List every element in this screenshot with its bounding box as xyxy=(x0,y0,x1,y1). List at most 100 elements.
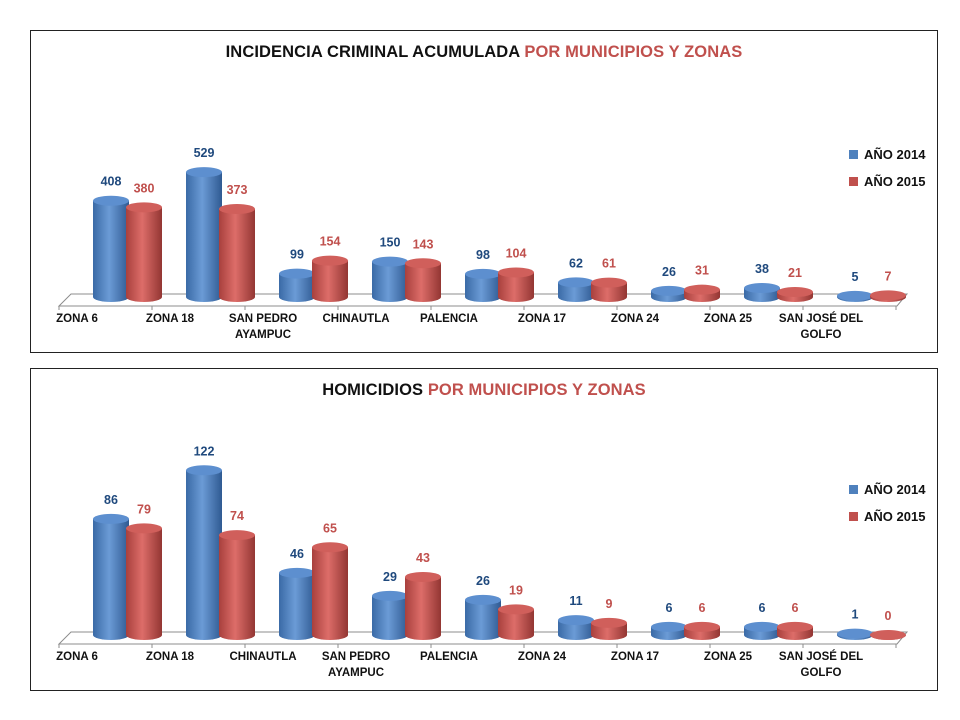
x-tick-label: PALENCIA xyxy=(420,651,478,663)
legend-swatch-2014 xyxy=(849,485,858,494)
x-tick-label: SAN JOSÉ DEL GOLFO xyxy=(778,651,864,679)
data-label-2015-3: 143 xyxy=(413,237,434,251)
x-tick-label: ZONA 17 xyxy=(517,313,567,325)
x-tick-label: ZONA 18 xyxy=(145,313,195,325)
x-tick-label: PALENCIA xyxy=(420,313,478,325)
bar-2015-2 xyxy=(312,255,348,302)
data-label-2014-5: 11 xyxy=(569,594,582,608)
x-tick-label: ZONA 24 xyxy=(517,651,567,663)
bar-2014-7 xyxy=(744,621,780,640)
bar-2014-7 xyxy=(744,283,780,302)
x-tick-label: ZONA 17 xyxy=(610,651,660,663)
x-tick-label: ZONA 25 xyxy=(703,313,753,325)
legend: AÑO 2014 AÑO 2015 xyxy=(849,141,925,195)
chart-panel-homicidios: HOMICIDIOS POR MUNICIPIOS Y ZONAS 86 79 12… xyxy=(30,368,938,691)
data-label-2014-4: 98 xyxy=(476,248,490,262)
data-label-2014-2: 46 xyxy=(290,547,304,561)
legend-label-2015: AÑO 2015 xyxy=(864,174,926,189)
chart-panel-incidencia: INCIDENCIA CRIMINAL ACUMULADA POR MUNICI… xyxy=(30,30,938,353)
data-label-2015-2: 65 xyxy=(323,521,337,535)
bar-2014-1 xyxy=(186,167,222,302)
x-tick-label: SAN PEDRO AYAMPUC xyxy=(228,313,298,341)
bar-2015-6 xyxy=(684,284,720,302)
data-label-2015-8: 0 xyxy=(885,609,892,623)
bar-2014-5 xyxy=(558,615,594,640)
data-label-2014-1: 529 xyxy=(194,146,215,160)
legend-label-2015: AÑO 2015 xyxy=(864,509,926,524)
bar-2014-2 xyxy=(279,268,315,302)
bar-2015-0 xyxy=(126,202,162,302)
data-label-2015-7: 21 xyxy=(788,266,802,280)
legend-swatch-2014 xyxy=(849,150,858,159)
bar-2014-6 xyxy=(651,621,687,640)
bar-2015-7 xyxy=(777,287,813,302)
data-label-2014-4: 26 xyxy=(476,574,490,588)
data-label-2015-2: 154 xyxy=(320,235,341,249)
legend-item-2015: AÑO 2015 xyxy=(849,168,925,195)
bar-2015-1 xyxy=(219,203,255,302)
data-label-2014-6: 6 xyxy=(666,601,673,615)
data-label-2015-5: 61 xyxy=(602,257,616,271)
bar-2015-1 xyxy=(219,530,255,640)
data-label-2014-5: 62 xyxy=(569,256,583,270)
x-tick-label: ZONA 18 xyxy=(145,651,195,663)
legend-swatch-2015 xyxy=(849,512,858,521)
bar-2014-8 xyxy=(837,290,873,302)
bar-2015-8 xyxy=(870,290,906,302)
legend-item-2014: AÑO 2014 xyxy=(849,141,925,168)
bar-2015-8 xyxy=(870,630,906,640)
data-label-2015-7: 6 xyxy=(792,601,799,615)
bar-chart-homicidios: 86 79 122 74 46 65 29 43 26 19 11 9 6 6 6 6 1 0 xyxy=(57,444,909,648)
data-label-2014-3: 150 xyxy=(380,236,401,250)
data-label-2014-8: 5 xyxy=(852,270,859,284)
data-label-2015-0: 380 xyxy=(134,181,155,195)
data-label-2014-2: 99 xyxy=(290,248,304,262)
bar-2015-0 xyxy=(126,523,162,640)
x-tick-label: CHINAUTLA xyxy=(322,313,390,325)
bar-2015-4 xyxy=(498,267,534,302)
chart-title-accent: POR MUNICIPIOS Y ZONAS xyxy=(524,43,743,61)
legend-item-2014: AÑO 2014 xyxy=(849,476,925,503)
legend-item-2015: AÑO 2015 xyxy=(849,503,925,530)
data-label-2015-4: 19 xyxy=(509,583,523,597)
data-label-2015-8: 7 xyxy=(885,269,892,283)
data-label-2015-3: 43 xyxy=(416,551,430,565)
x-tick-label: ZONA 6 xyxy=(56,651,98,663)
chart-title: HOMICIDIOS POR MUNICIPIOS Y ZONAS xyxy=(31,381,937,400)
bar-2014-0 xyxy=(93,513,129,640)
data-label-2015-1: 74 xyxy=(230,509,244,523)
bar-2014-6 xyxy=(651,285,687,302)
data-label-2014-7: 38 xyxy=(755,262,769,276)
data-label-2014-7: 6 xyxy=(759,601,766,615)
bar-2014-3 xyxy=(372,256,408,302)
data-label-2014-6: 26 xyxy=(662,265,676,279)
data-label-2014-0: 408 xyxy=(101,175,122,189)
bar-2015-4 xyxy=(498,604,534,640)
bar-2014-8 xyxy=(837,628,873,640)
chart-title-main: INCIDENCIA CRIMINAL ACUMULADA xyxy=(225,43,520,61)
bar-2014-1 xyxy=(186,465,222,640)
data-label-2015-0: 79 xyxy=(137,502,151,516)
bar-2014-5 xyxy=(558,277,594,302)
bar-2014-3 xyxy=(372,590,408,640)
x-tick-label: ZONA 6 xyxy=(56,313,98,325)
data-label-2015-6: 6 xyxy=(699,601,706,615)
data-label-2014-3: 29 xyxy=(383,570,397,584)
x-tick-label: SAN JOSÉ DEL GOLFO xyxy=(778,313,864,341)
data-label-2014-0: 86 xyxy=(104,493,118,507)
data-label-2014-1: 122 xyxy=(194,444,215,458)
bar-2015-3 xyxy=(405,258,441,302)
chart-title: INCIDENCIA CRIMINAL ACUMULADA POR MUNICI… xyxy=(31,43,937,62)
data-label-2014-8: 1 xyxy=(852,608,859,622)
data-label-2015-4: 104 xyxy=(506,246,527,260)
legend: AÑO 2014 AÑO 2015 xyxy=(849,476,925,530)
bar-chart-incidencia: 408 380 529 373 99 154 150 143 98 104 62 61 26 31 38 21… xyxy=(57,146,909,310)
data-label-2015-1: 373 xyxy=(227,183,248,197)
data-label-2015-6: 31 xyxy=(695,264,709,278)
x-tick-label: ZONA 25 xyxy=(703,651,753,663)
bar-2015-6 xyxy=(684,621,720,640)
bar-2015-5 xyxy=(591,617,627,640)
x-tick-label: ZONA 24 xyxy=(610,313,660,325)
legend-label-2014: AÑO 2014 xyxy=(864,482,926,497)
x-tick-label: CHINAUTLA xyxy=(229,651,297,663)
